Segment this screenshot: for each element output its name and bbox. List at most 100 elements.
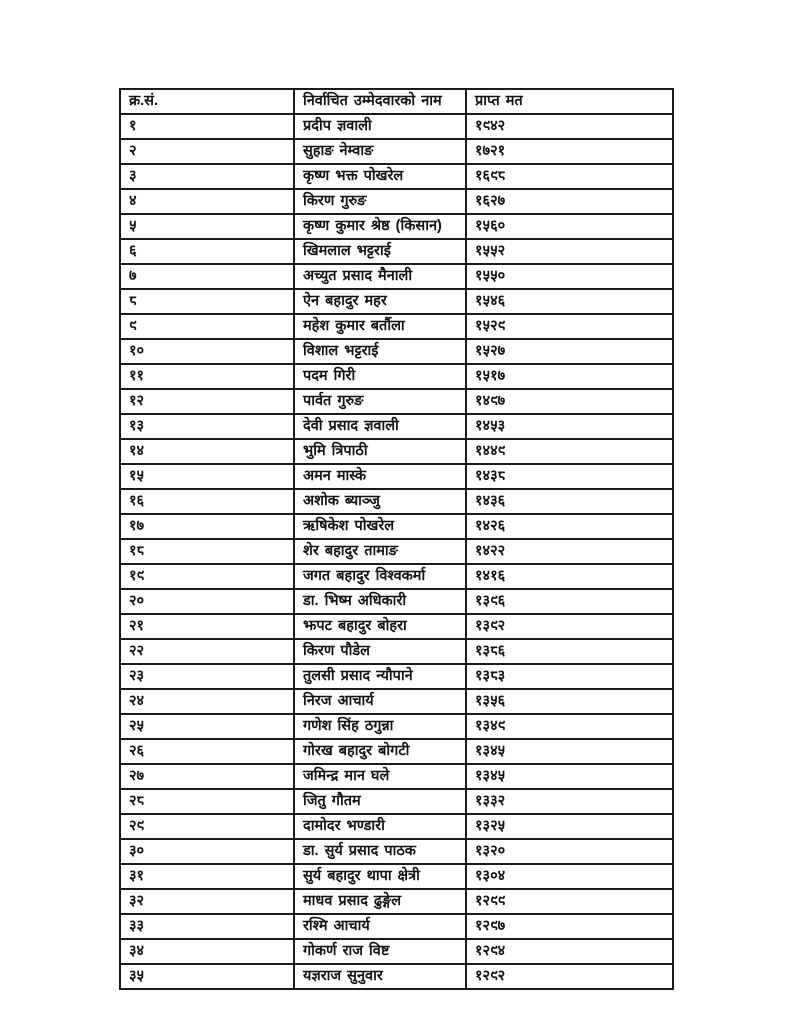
- table-row: ६ खिमलाल भट्टराई १५५२: [119, 238, 674, 265]
- serial-number-cell: ३५: [119, 963, 295, 990]
- votes-received-cell: १४४९: [465, 438, 674, 465]
- candidate-name-cell: जितु गौतम: [293, 788, 467, 815]
- serial-number-cell: ३१: [119, 863, 295, 890]
- candidate-name-cell: गोरख बहादुर बोगटी: [293, 738, 467, 765]
- table-row: ३४ गोकर्ण राज विष्ट १२९४: [119, 938, 674, 965]
- candidate-name-cell: माधव प्रसाद ढुङ्गेल: [293, 888, 467, 915]
- column-header-candidate-name: निर्वाचित उम्मेदवारको नाम: [293, 88, 467, 115]
- table-row: २३ तुलसी प्रसाद न्यौपाने १३८३: [119, 663, 674, 690]
- candidate-name-cell: भुमि त्रिपाठी: [293, 438, 467, 465]
- table-row: २४ निरज आचार्य १३५६: [119, 688, 674, 715]
- votes-received-cell: १५५२: [465, 238, 674, 265]
- table-row: ३१ सुर्य बहादुर थापा क्षेत्री १३०४: [119, 863, 674, 890]
- candidate-name-cell: जमिन्द्र मान घले: [293, 763, 467, 790]
- candidate-name-cell: कृष्ण कुमार श्रेष्ठ (किसान): [293, 213, 467, 240]
- candidate-name-cell: जगत बहादुर विश्वकर्मा: [293, 563, 467, 590]
- table-row: ४ किरण गुरुङ १६२७: [119, 188, 674, 215]
- votes-received-cell: १३४९: [465, 713, 674, 740]
- candidate-name-cell: तुलसी प्रसाद न्यौपाने: [293, 663, 467, 690]
- table-row: २९ दामोदर भण्डारी १३२५: [119, 813, 674, 840]
- table-row: ५ कृष्ण कुमार श्रेष्ठ (किसान) १५६०: [119, 213, 674, 240]
- votes-received-cell: १३२५: [465, 813, 674, 840]
- votes-received-cell: १४३८: [465, 463, 674, 490]
- table-row: ८ ऐन बहादुर महर १५४६: [119, 288, 674, 315]
- serial-number-cell: २९: [119, 813, 295, 840]
- table-header-row: क्र.सं. निर्वाचित उम्मेदवारको नाम प्राप्…: [119, 88, 674, 115]
- serial-number-cell: ८: [119, 288, 295, 315]
- column-header-serial-number: क्र.सं.: [119, 88, 295, 115]
- table-row: ३५ यज्ञराज सुनुवार १२९२: [119, 963, 674, 990]
- serial-number-cell: २१: [119, 613, 295, 640]
- candidate-name-cell: अमन मास्के: [293, 463, 467, 490]
- candidate-name-cell: पदम गिरी: [293, 363, 467, 390]
- serial-number-cell: २८: [119, 788, 295, 815]
- table-row: १२ पार्वत गुरुङ १४९७: [119, 388, 674, 415]
- table-row: ३० डा. सुर्य प्रसाद पाठक १३२०: [119, 838, 674, 865]
- serial-number-cell: ४: [119, 188, 295, 215]
- candidate-name-cell: ऋषिकेश पोखरेल: [293, 513, 467, 540]
- candidate-name-cell: देवी प्रसाद ज्ञवाली: [293, 413, 467, 440]
- candidate-name-cell: शेर बहादुर तामाङ: [293, 538, 467, 565]
- candidate-name-cell: झपट बहादुर बोहरा: [293, 613, 467, 640]
- votes-received-cell: १३०४: [465, 863, 674, 890]
- serial-number-cell: ९: [119, 313, 295, 340]
- table-row: ३३ रश्मि आचार्य १२९७: [119, 913, 674, 940]
- candidate-name-cell: विशाल भट्टराई: [293, 338, 467, 365]
- election-results-table: क्र.सं. निर्वाचित उम्मेदवारको नाम प्राप्…: [119, 88, 674, 990]
- votes-received-cell: १५५०: [465, 263, 674, 290]
- votes-received-cell: १४२६: [465, 513, 674, 540]
- serial-number-cell: ११: [119, 363, 295, 390]
- candidate-name-cell: डा. भिष्म अधिकारी: [293, 588, 467, 615]
- votes-received-cell: १५२९: [465, 313, 674, 340]
- votes-received-cell: १२९९: [465, 888, 674, 915]
- candidate-name-cell: प्रदीप ज्ञवाली: [293, 113, 467, 140]
- table-row: १६ अशोक ब्याञ्जु १४३६: [119, 488, 674, 515]
- serial-number-cell: १४: [119, 438, 295, 465]
- votes-received-cell: १४३६: [465, 488, 674, 515]
- candidate-name-cell: गोकर्ण राज विष्ट: [293, 938, 467, 965]
- votes-received-cell: १९४२: [465, 113, 674, 140]
- serial-number-cell: १७: [119, 513, 295, 540]
- serial-number-cell: १२: [119, 388, 295, 415]
- table-row: २० डा. भिष्म अधिकारी १३९६: [119, 588, 674, 615]
- serial-number-cell: १८: [119, 538, 295, 565]
- votes-received-cell: १४१६: [465, 563, 674, 590]
- votes-received-cell: १३५६: [465, 688, 674, 715]
- candidate-name-cell: दामोदर भण्डारी: [293, 813, 467, 840]
- serial-number-cell: १०: [119, 338, 295, 365]
- candidate-name-cell: निरज आचार्य: [293, 688, 467, 715]
- candidate-name-cell: पार्वत गुरुङ: [293, 388, 467, 415]
- serial-number-cell: २२: [119, 638, 295, 665]
- votes-received-cell: १३८३: [465, 663, 674, 690]
- table-row: १० विशाल भट्टराई १५२७: [119, 338, 674, 365]
- votes-received-cell: १३८६: [465, 638, 674, 665]
- table-row: २२ किरण पौडेल १३८६: [119, 638, 674, 665]
- candidate-name-cell: सुहाङ नेम्वाङ: [293, 138, 467, 165]
- serial-number-cell: ३: [119, 163, 295, 190]
- table-row: १५ अमन मास्के १४३८: [119, 463, 674, 490]
- votes-received-cell: १३९६: [465, 588, 674, 615]
- table-row: २१ झपट बहादुर बोहरा १३९२: [119, 613, 674, 640]
- votes-received-cell: १३४५: [465, 763, 674, 790]
- table-row: २ सुहाङ नेम्वाङ १७२१: [119, 138, 674, 165]
- serial-number-cell: २३: [119, 663, 295, 690]
- votes-received-cell: १४२२: [465, 538, 674, 565]
- table-row: १ प्रदीप ज्ञवाली १९४२: [119, 113, 674, 140]
- table-row: २६ गोरख बहादुर बोगटी १३४५: [119, 738, 674, 765]
- candidate-name-cell: रश्मि आचार्य: [293, 913, 467, 940]
- votes-received-cell: १७२१: [465, 138, 674, 165]
- serial-number-cell: २०: [119, 588, 295, 615]
- candidate-name-cell: कृष्ण भक्त पोखरेल: [293, 163, 467, 190]
- votes-received-cell: १२९२: [465, 963, 674, 990]
- serial-number-cell: ३३: [119, 913, 295, 940]
- votes-received-cell: १६२७: [465, 188, 674, 215]
- candidate-name-cell: अच्युत प्रसाद मैनाली: [293, 263, 467, 290]
- candidate-name-cell: किरण गुरुङ: [293, 188, 467, 215]
- table-row: १४ भुमि त्रिपाठी १४४९: [119, 438, 674, 465]
- candidate-name-cell: डा. सुर्य प्रसाद पाठक: [293, 838, 467, 865]
- serial-number-cell: ५: [119, 213, 295, 240]
- serial-number-cell: ७: [119, 263, 295, 290]
- serial-number-cell: ३०: [119, 838, 295, 865]
- serial-number-cell: २७: [119, 763, 295, 790]
